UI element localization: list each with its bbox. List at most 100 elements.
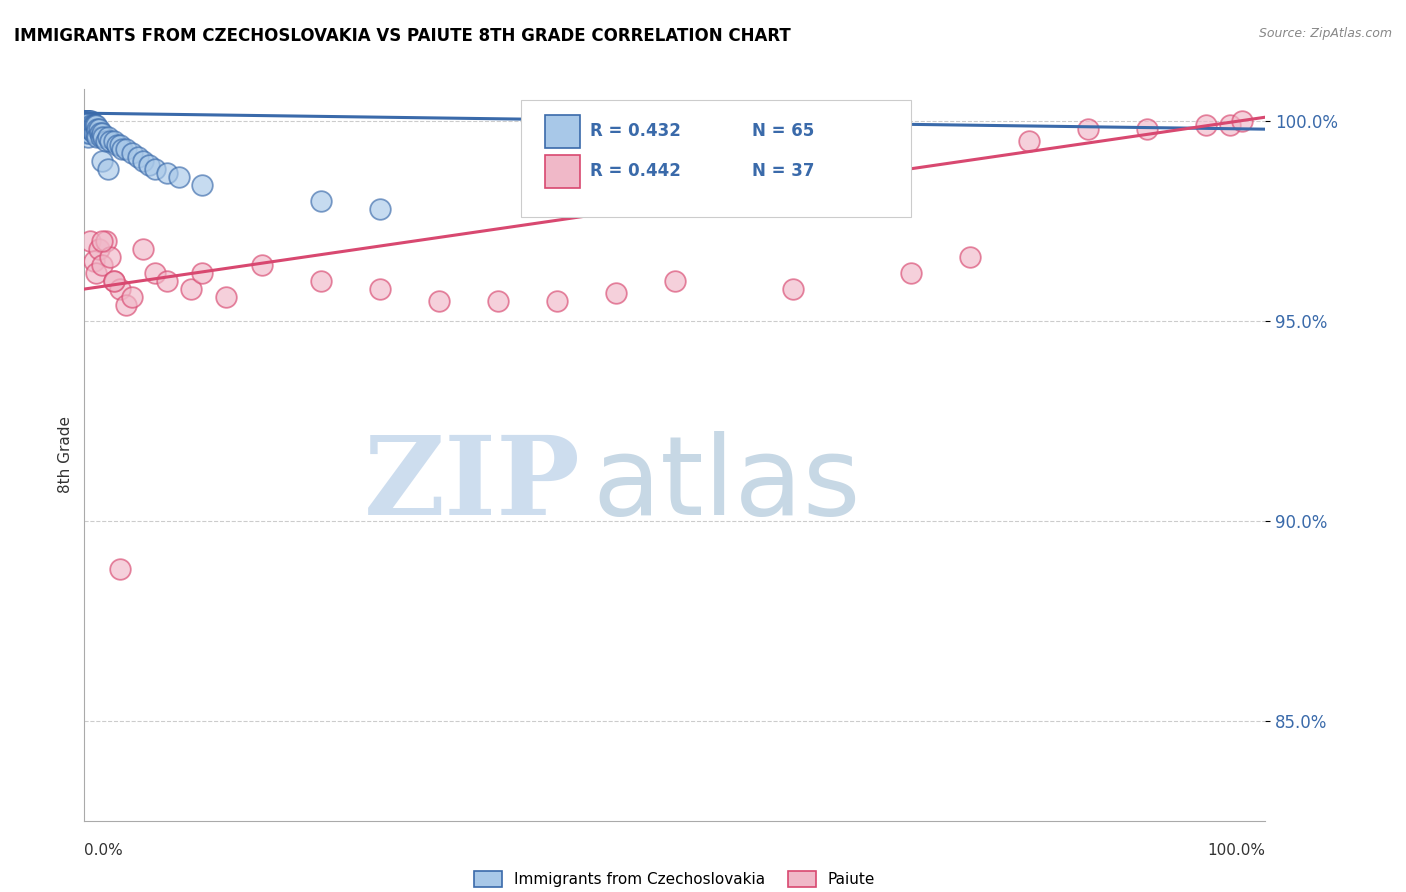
Point	[79, 118, 101, 132]
Point	[107, 138, 129, 153]
Point	[86, 130, 108, 145]
Point	[77, 122, 100, 136]
Point	[84, 118, 107, 132]
Point	[83, 126, 105, 140]
Text: R = 0.432: R = 0.432	[591, 122, 681, 140]
Text: Source: ZipAtlas.com: Source: ZipAtlas.com	[1258, 27, 1392, 40]
Point	[94, 234, 117, 248]
Point	[76, 118, 98, 132]
Point	[76, 118, 98, 132]
Point	[83, 118, 105, 132]
Point	[1018, 134, 1040, 148]
Point	[1219, 118, 1241, 132]
Point	[114, 142, 136, 156]
Point	[1077, 122, 1099, 136]
Point	[91, 126, 114, 140]
Point	[1195, 118, 1218, 132]
Point	[959, 250, 981, 264]
Point	[132, 154, 155, 169]
Point	[180, 282, 202, 296]
Point	[121, 146, 143, 161]
Point	[91, 234, 114, 248]
FancyBboxPatch shape	[522, 100, 911, 218]
Point	[79, 234, 101, 248]
Point	[75, 114, 97, 128]
Point	[605, 286, 627, 301]
Point	[664, 274, 686, 288]
Point	[368, 282, 391, 296]
Point	[77, 130, 100, 145]
Point	[76, 114, 98, 128]
Point	[91, 154, 114, 169]
Point	[80, 114, 103, 128]
Legend: Immigrants from Czechoslovakia, Paiute: Immigrants from Czechoslovakia, Paiute	[468, 865, 882, 892]
Point	[98, 250, 121, 264]
Y-axis label: 8th Grade: 8th Grade	[58, 417, 73, 493]
Point	[138, 158, 160, 172]
Point	[87, 122, 110, 136]
Point	[103, 274, 125, 288]
Point	[79, 114, 101, 128]
Point	[309, 194, 332, 208]
Point	[86, 122, 108, 136]
Point	[191, 178, 214, 193]
Point	[1230, 114, 1253, 128]
Point	[108, 282, 131, 296]
Point	[77, 126, 100, 140]
Point	[427, 293, 450, 308]
Point	[75, 114, 97, 128]
Point	[156, 166, 179, 180]
Point	[77, 114, 100, 128]
FancyBboxPatch shape	[546, 155, 581, 188]
Point	[191, 266, 214, 280]
Text: ZIP: ZIP	[364, 431, 581, 538]
Point	[103, 134, 125, 148]
Point	[1136, 122, 1159, 136]
Point	[80, 122, 103, 136]
Point	[94, 134, 117, 148]
Point	[167, 170, 190, 185]
Point	[97, 130, 120, 145]
Point	[114, 298, 136, 312]
Point	[83, 254, 105, 268]
Point	[75, 114, 97, 128]
Point	[782, 282, 804, 296]
Point	[111, 142, 134, 156]
Point	[546, 293, 568, 308]
Point	[98, 134, 121, 148]
Point	[76, 126, 98, 140]
Point	[84, 266, 107, 280]
Point	[84, 118, 107, 132]
Point	[900, 266, 922, 280]
Point	[77, 118, 100, 132]
Point	[250, 258, 273, 272]
Point	[143, 266, 166, 280]
Text: R = 0.442: R = 0.442	[591, 162, 681, 180]
Point	[76, 114, 98, 128]
Point	[108, 138, 131, 153]
Point	[82, 122, 104, 136]
Point	[75, 114, 97, 128]
Point	[91, 130, 114, 145]
Point	[82, 118, 104, 132]
Point	[97, 162, 120, 177]
Text: atlas: atlas	[592, 431, 860, 538]
Point	[75, 114, 97, 128]
Point	[76, 122, 98, 136]
Point	[127, 150, 149, 164]
Point	[121, 290, 143, 304]
Point	[368, 202, 391, 216]
Text: N = 65: N = 65	[752, 122, 814, 140]
Point	[75, 118, 97, 132]
Point	[77, 118, 100, 132]
Point	[103, 274, 125, 288]
Point	[215, 290, 238, 304]
Point	[486, 293, 509, 308]
Point	[79, 122, 101, 136]
Point	[77, 126, 100, 140]
Text: 0.0%: 0.0%	[84, 843, 124, 858]
Point	[77, 122, 100, 136]
Point	[91, 258, 114, 272]
Text: N = 37: N = 37	[752, 162, 814, 180]
Point	[77, 118, 100, 132]
